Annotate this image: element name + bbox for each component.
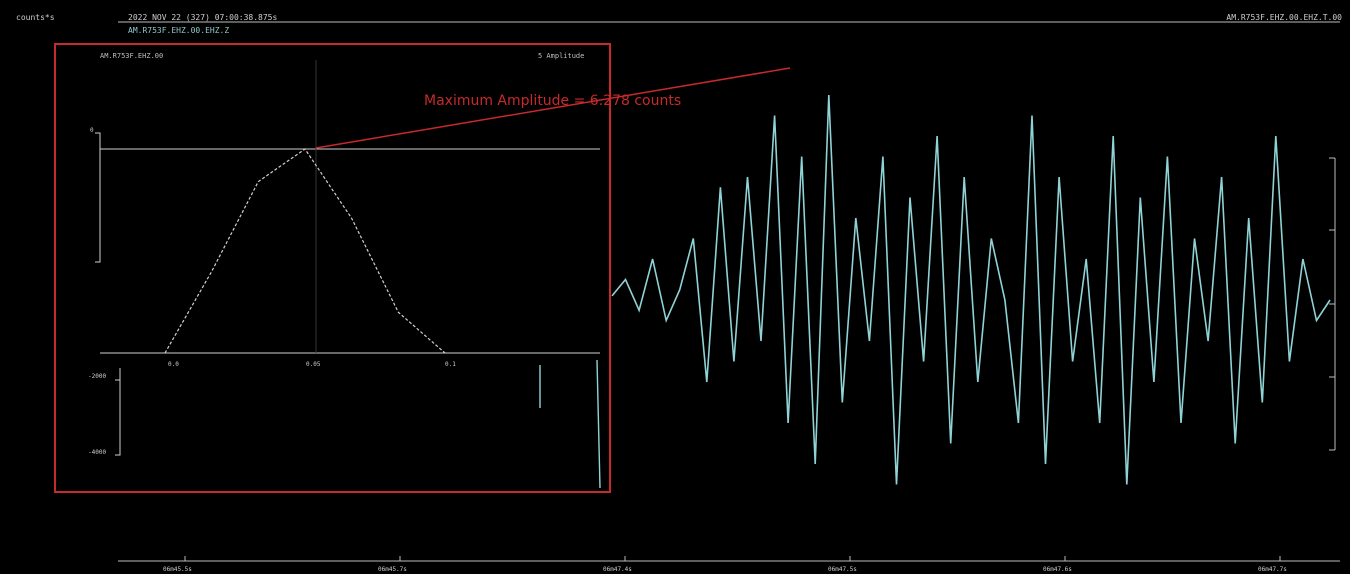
inset-y-tick-label: -2000: [88, 373, 107, 380]
x-tick-label: 06m45.5s: [163, 566, 192, 573]
inset-waveform: [164, 148, 446, 354]
waveform-line: [611, 94, 1331, 485]
inset-y-tick-label: 0: [90, 127, 94, 134]
inset-x-tick-label: 0.05: [306, 361, 321, 368]
max-amplitude-annotation: Maximum Amplitude = 6.278 counts: [424, 93, 682, 109]
y-axis-label: counts*s: [16, 13, 55, 22]
inset-y-tick-label: -4000: [88, 449, 107, 456]
inset-x-tick-label: 0.1: [445, 361, 456, 368]
x-tick-label: 06m47.7s: [1258, 566, 1287, 573]
trace-timestamp: 2022 NOV 22 (327) 07:00:38.875s: [128, 13, 278, 22]
trace-fragment: [596, 359, 601, 489]
x-tick-label: 06m47.5s: [828, 566, 857, 573]
channel-label: AM.R753F.EHZ.00.EHZ.Z: [128, 26, 230, 35]
inset-y-axis: [95, 132, 121, 456]
x-tick-label: 06m45.7s: [378, 566, 407, 573]
inset-x-tick-label: 0.0: [168, 361, 179, 368]
waveform-trace: [539, 94, 1331, 489]
x-tick-label: 06m47.4s: [603, 566, 632, 573]
right-y-ticks: [1329, 157, 1335, 451]
annotation-leader: [315, 67, 791, 149]
bottom-x-ticks: [184, 556, 1281, 561]
x-tick-label: 06m47.6s: [1043, 566, 1072, 573]
inset-title: AM.R753F.EHZ.00: [100, 52, 164, 60]
inset-plot: [95, 60, 600, 456]
channel-label-right: AM.R753F.EHZ.00.EHZ.T.00: [1226, 13, 1342, 22]
inset-right-label: 5 Amplitude: [538, 52, 585, 60]
